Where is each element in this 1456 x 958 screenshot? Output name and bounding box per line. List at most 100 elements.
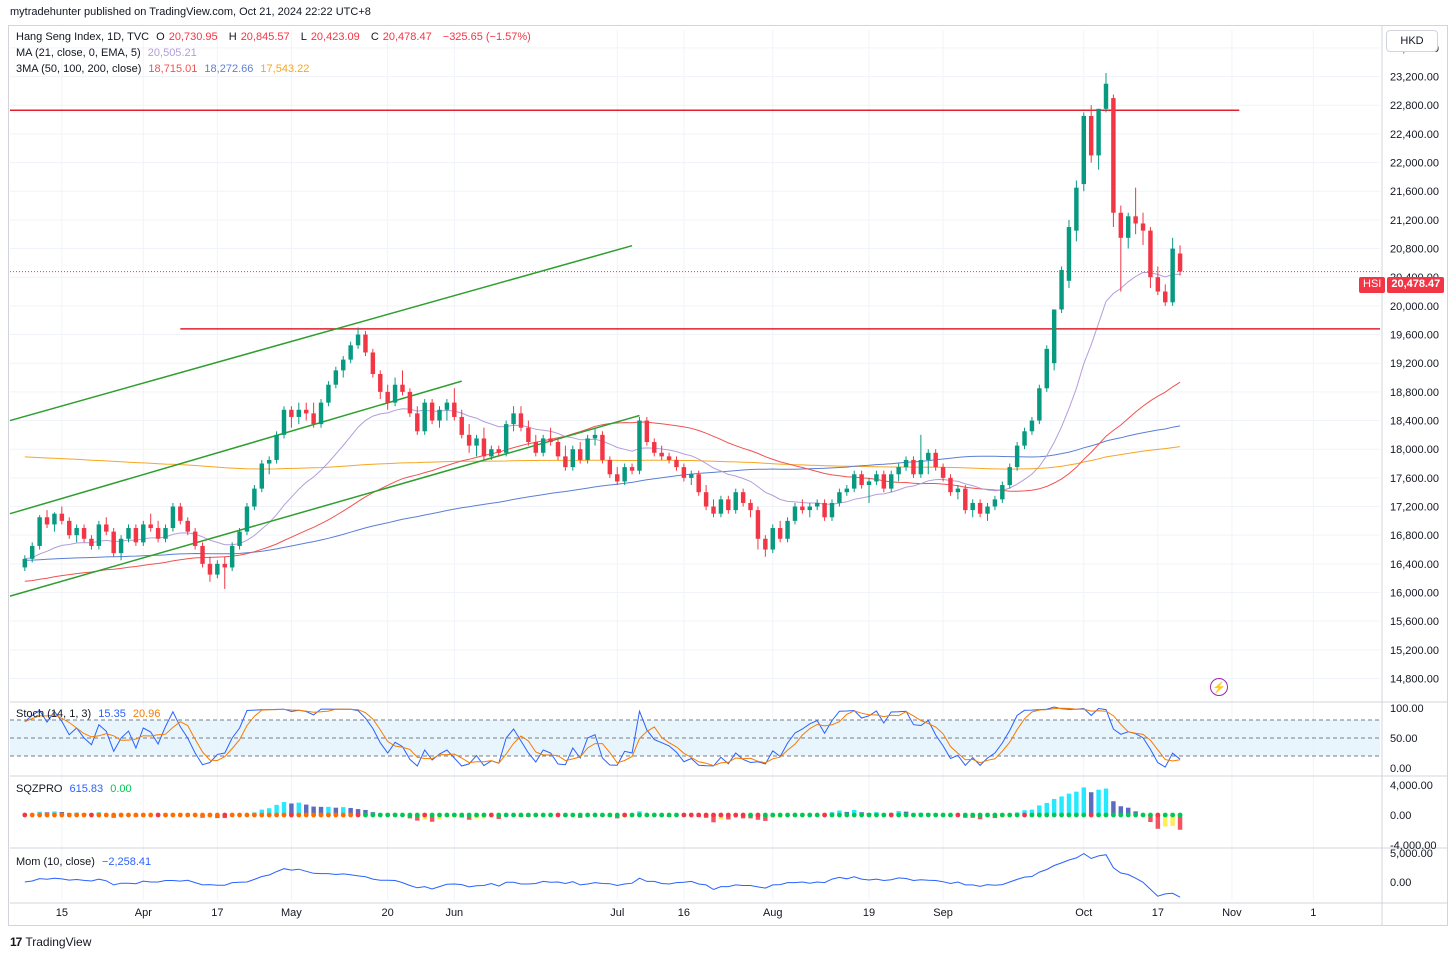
tradingview-logo-icon: 17: [10, 935, 22, 949]
sqz-dot: [222, 812, 228, 818]
candle-body: [592, 434, 598, 439]
sqz-histogram-bar: [281, 802, 287, 815]
sqz-dot: [214, 812, 220, 818]
sqz-dot: [837, 812, 842, 818]
sqz-histogram-bar: [326, 806, 331, 815]
sqz-dot: [1059, 812, 1064, 818]
candle-body: [429, 402, 435, 421]
sqz-dot: [170, 812, 176, 818]
legend-stoch-k: 15.35: [98, 708, 126, 720]
time-tick-label: 17: [1152, 907, 1164, 919]
sqz-histogram-bar: [348, 807, 353, 815]
price-tick-label: 20,800.00: [1390, 244, 1439, 256]
sqz-dot: [674, 812, 679, 818]
candle-body: [911, 459, 916, 475]
sqz-dot: [1073, 812, 1079, 818]
sqz-dot: [1148, 812, 1153, 818]
sqz-histogram-bar: [1029, 809, 1035, 815]
candle-body: [170, 506, 176, 529]
candle-body: [104, 524, 109, 532]
ma21-line: [24, 271, 1181, 560]
candle-body: [940, 467, 946, 478]
candle-body: [452, 402, 457, 417]
candle-body: [644, 420, 650, 443]
chart-frame: [8, 25, 1448, 926]
sqz-histogram-bar: [333, 807, 339, 815]
legend-3ma-v2: 18,272.66: [204, 63, 254, 75]
legend-mom-value: −2,258.41: [101, 856, 152, 868]
candle-body: [518, 413, 524, 428]
candle-body: [1051, 309, 1057, 364]
sqz-dot: [474, 812, 479, 818]
candle-body: [1022, 431, 1027, 446]
candle-body: [1163, 291, 1168, 303]
footer: 17 TradingView: [10, 935, 91, 949]
candle-body: [659, 452, 664, 457]
sqz-histogram-bar: [1155, 815, 1161, 829]
sqz-dot: [829, 812, 835, 818]
candle-body: [881, 474, 887, 489]
candle-body: [563, 456, 568, 468]
sqz-dot: [1177, 812, 1183, 818]
currency-button[interactable]: HKD: [1386, 30, 1438, 52]
sqz-dot: [274, 812, 279, 818]
sqz-histogram-bar: [851, 809, 857, 815]
sqz-dot: [237, 812, 242, 818]
sqz-dot: [459, 812, 465, 818]
sqz-dot: [1066, 812, 1072, 818]
sqz-dot: [326, 812, 331, 818]
candle-body: [29, 545, 35, 559]
candle-body: [118, 538, 124, 554]
sqz-histogram-bar: [1037, 805, 1042, 815]
sqz-dot: [111, 812, 117, 818]
candle-body: [244, 506, 250, 532]
candle-body: [874, 474, 879, 482]
sqz-dot: [244, 812, 250, 818]
time-tick-label: 16: [678, 907, 690, 919]
sqz-histogram-bar: [363, 809, 368, 815]
sqz-histogram-bar: [274, 804, 279, 815]
candle-body: [281, 409, 287, 435]
stoch-tick-label: 50.00: [1390, 733, 1418, 745]
candle-body: [392, 384, 398, 403]
sqz-dot: [799, 812, 805, 818]
sqz-dot: [859, 812, 865, 818]
candle-body: [540, 438, 546, 453]
candle-body: [1000, 485, 1005, 500]
legend-change: −325.65 (−1.57%): [442, 31, 531, 43]
candle-body: [266, 459, 272, 464]
sqz-dot: [688, 812, 694, 818]
sqz-dot: [659, 812, 665, 818]
sqz-dot: [200, 812, 205, 818]
last-price-tag: HSI 20,478.47: [1359, 277, 1445, 293]
candle-body: [1029, 420, 1035, 432]
candle-body: [763, 538, 768, 550]
price-tick-label: 22,400.00: [1390, 129, 1439, 141]
candle-body: [1044, 348, 1049, 389]
sqz-dot: [1044, 812, 1050, 818]
legend-3ma: 3MA (50, 100, 200, close) 18,715.01 18,2…: [16, 63, 313, 75]
candle-body: [237, 531, 242, 546]
candle-body: [148, 524, 153, 529]
candle-body: [681, 467, 687, 478]
candle-body: [466, 434, 472, 446]
sqz-dot: [59, 812, 65, 818]
sqz-histogram-bar: [289, 803, 294, 815]
candle-body: [229, 545, 235, 568]
mom-tick-label: 0.00: [1390, 877, 1411, 889]
candle-body: [489, 449, 494, 457]
sqz-dot: [355, 812, 361, 818]
sqz-dot: [74, 812, 80, 818]
price-tick-label: 22,000.00: [1390, 158, 1439, 170]
candle-body: [918, 459, 924, 475]
sqz-dot: [385, 812, 391, 818]
sqz-dot: [1096, 812, 1101, 818]
lightning-icon[interactable]: ⚡: [1210, 678, 1228, 696]
candle-body: [185, 520, 190, 532]
sqz-dot: [970, 812, 976, 818]
candle-body: [1177, 253, 1183, 272]
candle-body: [333, 370, 339, 385]
candle-body: [348, 345, 353, 360]
candle-body: [1155, 277, 1161, 292]
